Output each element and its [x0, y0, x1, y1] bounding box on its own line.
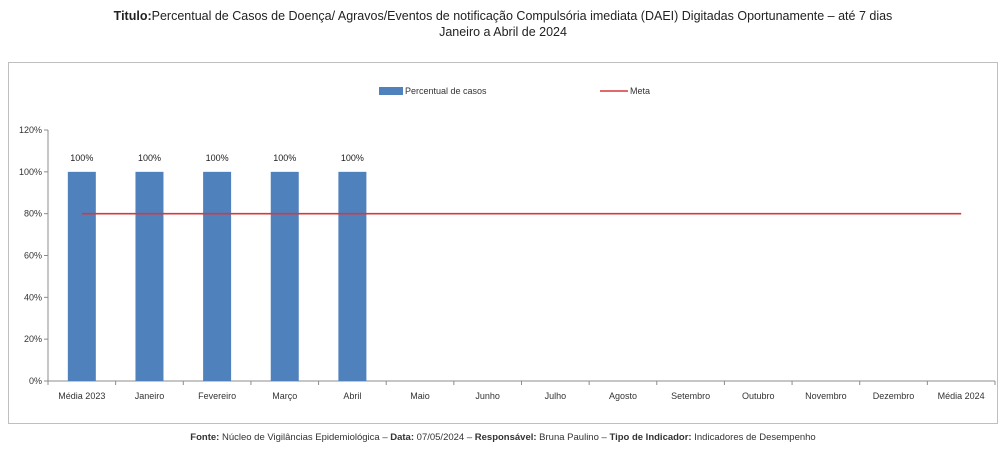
- y-tick-label: 40%: [24, 292, 42, 302]
- y-tick-label: 120%: [19, 125, 42, 135]
- x-tick-label: Abril: [343, 391, 361, 401]
- chart-frame: [8, 62, 998, 424]
- x-tick-label: Março: [272, 391, 297, 401]
- legend-swatch-bar: [379, 87, 403, 95]
- footer-tipo-label: Tipo de Indicador:: [609, 432, 692, 443]
- footer-fonte-label: Fonte:: [190, 432, 220, 443]
- bar-data-label: 100%: [138, 153, 161, 163]
- chart-legend: Percentual de casos Meta: [379, 86, 650, 96]
- chart-footer: Fonte: Núcleo de Vigilâncias Epidemiológ…: [0, 432, 1006, 443]
- x-tick-label: Junho: [475, 391, 500, 401]
- y-tick-label: 0%: [29, 376, 42, 386]
- x-tick-label: Outubro: [742, 391, 775, 401]
- chart-title: Titulo:Percentual de Casos de Doença/ Ag…: [0, 8, 1006, 40]
- x-tick-label: Fevereiro: [198, 391, 236, 401]
- footer-tipo-value: Indicadores de Desempenho: [691, 432, 816, 443]
- chart-title-line1: Titulo:Percentual de Casos de Doença/ Ag…: [0, 8, 1006, 24]
- footer-data-label: Data:: [390, 432, 415, 443]
- bar: [270, 171, 299, 381]
- x-tick-label: Janeiro: [135, 391, 165, 401]
- x-tick-label: Novembro: [805, 391, 847, 401]
- footer-data-value: 07/05/2024 –: [414, 432, 475, 443]
- bar-data-label: 100%: [70, 153, 93, 163]
- y-tick-label: 20%: [24, 334, 42, 344]
- x-tick-label: Média 2024: [938, 391, 985, 401]
- bar: [203, 171, 232, 381]
- x-tick-label: Dezembro: [873, 391, 915, 401]
- x-tick-label: Julho: [545, 391, 567, 401]
- bar-data-label: 100%: [206, 153, 229, 163]
- legend-label-bar: Percentual de casos: [405, 86, 487, 96]
- chart-title-text: Percentual de Casos de Doença/ Agravos/E…: [151, 9, 893, 23]
- bar: [338, 171, 367, 381]
- footer-responsavel-label: Responsável:: [474, 432, 537, 443]
- legend-label-line: Meta: [630, 86, 650, 96]
- y-tick-label: 100%: [19, 167, 42, 177]
- bar-data-label: 100%: [341, 153, 364, 163]
- x-tick-label: Setembro: [671, 391, 710, 401]
- x-tick-label: Agosto: [609, 391, 637, 401]
- chart-title-prefix: Titulo:: [113, 9, 152, 23]
- chart-bars: [67, 171, 367, 381]
- x-tick-label: Média 2023: [58, 391, 105, 401]
- footer-fonte-value: Núcleo de Vigilâncias Epidemiológica –: [219, 432, 391, 443]
- chart-data-labels: 100% 100% 100% 100% 100%: [70, 153, 364, 163]
- chart-subtitle: Janeiro a Abril de 2024: [439, 25, 567, 39]
- y-tick-label: 80%: [24, 209, 42, 219]
- bar: [135, 171, 164, 381]
- footer-responsavel-value: Bruna Paulino –: [536, 432, 610, 443]
- bar: [67, 171, 96, 381]
- y-tick-label: 60%: [24, 251, 42, 261]
- bar-data-label: 100%: [273, 153, 296, 163]
- x-tick-label: Maio: [410, 391, 430, 401]
- chart-axes: 0% 20% 40% 60% 80% 100% 120% Média 2023 Janeiro F…: [19, 125, 996, 401]
